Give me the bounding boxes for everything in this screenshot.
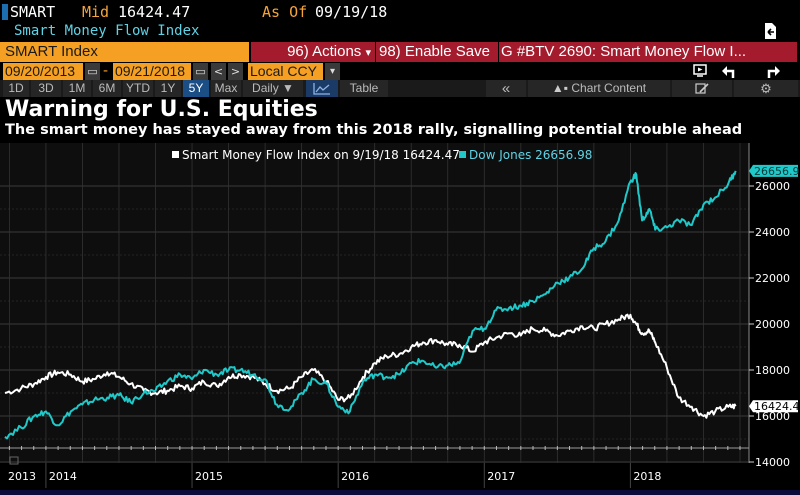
period-6m[interactable]: 6M <box>93 80 121 97</box>
value-flag <box>749 164 798 177</box>
period-1y[interactable]: 1Y <box>155 80 181 97</box>
command-bar: SMART Index 96) Actions ▾ 98) Enable Sav… <box>0 42 800 62</box>
edit-icon <box>695 83 709 94</box>
line-chart-icon <box>313 83 330 95</box>
actions-label: 96) Actions <box>287 43 362 60</box>
presentation-icon[interactable] <box>693 64 707 78</box>
smart-money-line <box>4 313 737 419</box>
table-button[interactable]: Table <box>340 80 388 97</box>
y-tick-label: 20000 <box>755 318 790 331</box>
settings-gear-icon[interactable]: ⚙ <box>734 80 798 97</box>
security-field[interactable]: SMART Index <box>0 42 249 62</box>
security-name-row: Smart Money Flow Index <box>0 22 800 42</box>
cursor-marker <box>2 4 8 20</box>
dow-jones-line <box>4 170 737 440</box>
period-1m[interactable]: 1M <box>63 80 91 97</box>
x-tick-label: 2013 <box>8 470 36 483</box>
period-3d[interactable]: 3D <box>31 80 61 97</box>
value-flag <box>749 400 798 413</box>
grid <box>0 143 750 463</box>
y-tick-label: 22000 <box>755 272 790 285</box>
legend-item-dow: Dow Jones 26656.98 <box>459 148 592 162</box>
asof-value: 09/19/18 <box>315 3 388 21</box>
export-icon[interactable] <box>763 22 777 40</box>
asof-label: As Of <box>262 3 308 21</box>
actions-arrow-icon: ▾ <box>365 47 371 59</box>
period-toolbar: 1D 3D 1M 6M YTD 1Y 5Y Max Daily ▼ Table … <box>0 80 800 97</box>
actions-menu[interactable]: 96) Actions ▾ <box>251 42 375 62</box>
x-tick-label: 2017 <box>487 470 515 483</box>
period-1d[interactable]: 1D <box>3 80 29 97</box>
period-5y[interactable]: 5Y <box>183 80 209 97</box>
security-header: SMART Mid 16424.47 As Of 09/19/18 <box>0 0 800 24</box>
end-calendar-icon[interactable]: ▭ <box>193 63 208 80</box>
y-tick-label: 16000 <box>755 410 790 423</box>
next-button[interactable]: > <box>228 63 243 80</box>
redo-icon[interactable] <box>764 63 782 79</box>
chart-subtitle: The smart money has stayed away from thi… <box>5 122 743 138</box>
legend-item-smart: Smart Money Flow Index on 9/19/18 16424.… <box>172 148 460 162</box>
smart-last-value-label: 16424.47 <box>749 400 800 413</box>
prev-button[interactable]: < <box>211 63 226 80</box>
annotate-button[interactable] <box>672 80 732 97</box>
legend-swatch-dow <box>459 151 466 158</box>
chart-content-icon: ▲▪ <box>551 81 572 95</box>
x-tick-label: 2014 <box>49 470 77 483</box>
dow-last-value-label: 26656.98 <box>749 164 800 178</box>
y-tick-label: 24000 <box>755 226 790 239</box>
zoom-control-icon[interactable] <box>9 456 19 465</box>
status-bar <box>0 490 800 495</box>
mid-value: 16424.47 <box>118 3 191 21</box>
y-tick-label: 18000 <box>755 364 790 377</box>
line-chart: 14000 16000 18000 20000 22000 24000 26000 2013… <box>0 143 800 488</box>
x-tick-label: 2016 <box>341 470 369 483</box>
y-tick-label: 14000 <box>755 456 790 469</box>
last-value-labels: 26656.98 16424.47 <box>749 164 800 413</box>
x-tick-label: 2015 <box>195 470 223 483</box>
currency-dropdown-icon[interactable]: ▾ <box>325 63 340 80</box>
chart-name[interactable]: G #BTV 2690: Smart Money Flow I... <box>499 42 797 62</box>
value-flag-text: 26656.98 <box>754 165 800 178</box>
legend-label-smart: Smart Money Flow Index on 9/19/18 16424.… <box>182 148 460 162</box>
x-axis: 2013 2014 2015 2016 2017 2018 <box>8 446 741 488</box>
date-separator: - <box>103 63 109 79</box>
frequency-select[interactable]: Daily ▼ <box>243 80 303 97</box>
chart-content-label: Chart Content <box>571 81 647 95</box>
date-bar: 09/20/2013 ▭ - 09/21/2018 ▭ < > Local CC… <box>0 62 800 80</box>
ticker: SMART <box>10 3 56 21</box>
period-max[interactable]: Max <box>211 80 241 97</box>
chart-title: Warning for U.S. Equities <box>5 97 318 122</box>
legend-label-dow: Dow Jones 26656.98 <box>469 148 593 162</box>
undo-icon[interactable] <box>720 63 738 79</box>
legend-swatch-smart <box>172 151 179 158</box>
enable-save-button[interactable]: 98) Enable Save <box>376 42 498 62</box>
value-flag-text: 16424.47 <box>754 400 800 413</box>
x-tick-label: 2018 <box>633 470 661 483</box>
start-date-field[interactable]: 09/20/2013 <box>3 63 83 80</box>
chart-type-button[interactable] <box>306 80 338 97</box>
series-lines <box>4 170 737 440</box>
start-calendar-icon[interactable]: ▭ <box>85 63 100 80</box>
currency-select[interactable]: Local CCY <box>248 63 323 80</box>
period-ytd[interactable]: YTD <box>123 80 153 97</box>
mid-label: Mid <box>82 3 110 21</box>
security-name: Smart Money Flow Index <box>14 23 200 39</box>
collapse-button[interactable]: « <box>486 80 526 97</box>
chart-content-button[interactable]: ▲▪ Chart Content <box>528 80 670 97</box>
y-axis: 14000 16000 18000 20000 22000 24000 26000 <box>749 180 790 469</box>
end-date-field[interactable]: 09/21/2018 <box>113 63 191 80</box>
y-tick-label: 26000 <box>755 180 790 193</box>
